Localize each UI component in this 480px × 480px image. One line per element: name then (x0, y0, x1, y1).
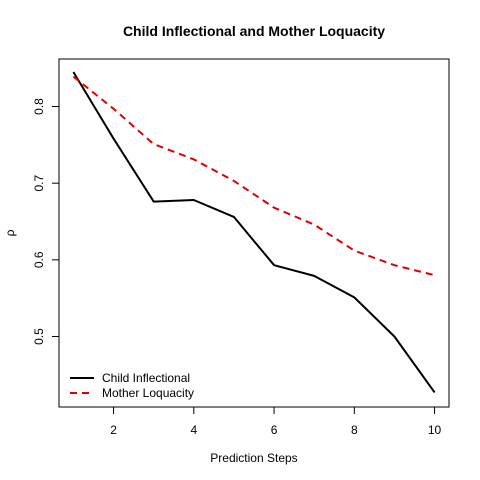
y-tick-label: 0.6 (32, 251, 46, 268)
x-tick-label: 10 (428, 423, 442, 437)
x-tick-label: 8 (351, 423, 358, 437)
series-line-2 (72, 75, 435, 277)
x-tick-label: 2 (110, 423, 117, 437)
series-layer (72, 71, 436, 393)
x-axis: 2 4 6 8 10 (110, 407, 442, 437)
x-tick-label: 4 (190, 423, 197, 437)
legend-label: Child Inflectional (102, 371, 190, 385)
y-tick-label: 0.8 (32, 98, 46, 115)
series-line-1 (72, 71, 436, 393)
chart-title: Child Inflectional and Mother Loquacity (123, 23, 385, 39)
x-tick-label: 6 (271, 423, 278, 437)
legend-label: Mother Loquacity (102, 386, 194, 400)
y-tick-label: 0.7 (32, 175, 46, 192)
y-axis: 0.5 0.6 0.7 0.8 (32, 98, 59, 345)
x-axis-label: Prediction Steps (210, 451, 297, 465)
y-axis-label: ρ (3, 229, 17, 236)
plot-area (58, 58, 450, 408)
y-tick-label: 0.5 (32, 328, 46, 345)
